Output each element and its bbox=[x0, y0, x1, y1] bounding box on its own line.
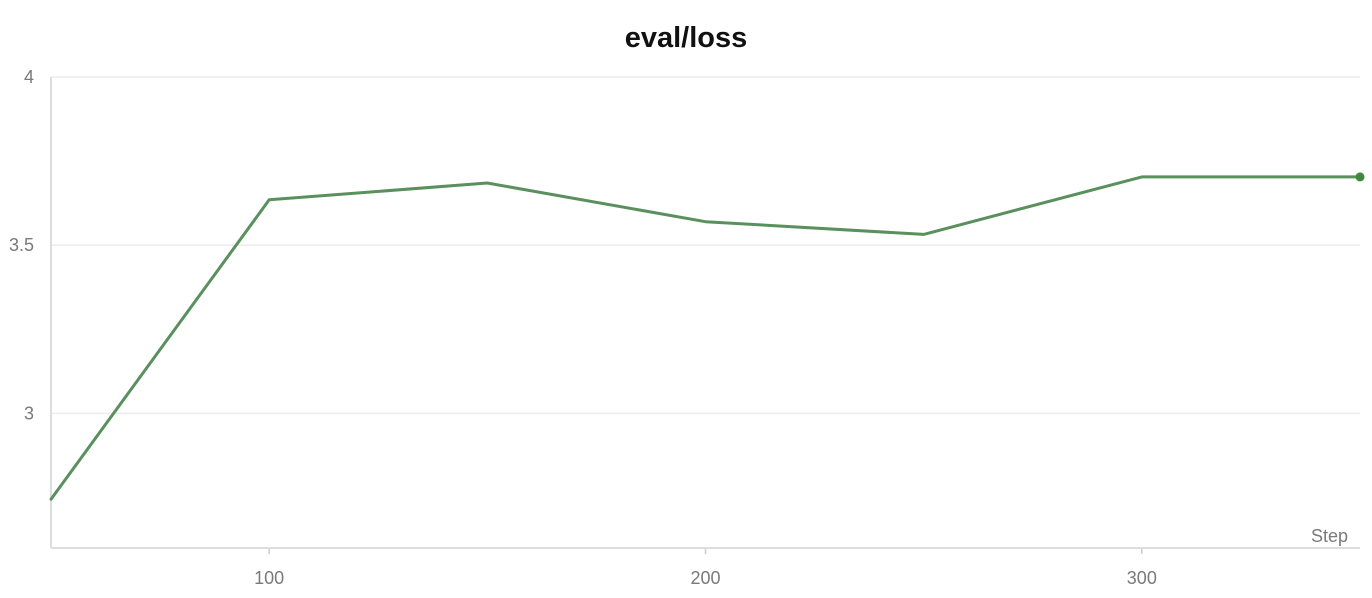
y-tick-label: 4 bbox=[24, 67, 34, 87]
series-lines bbox=[49, 172, 1365, 501]
grid-lines bbox=[51, 76, 1360, 415]
y-tick-label: 3.5 bbox=[9, 235, 34, 255]
x-tick-label: 300 bbox=[1127, 568, 1157, 588]
axes bbox=[50, 77, 1360, 554]
tick-labels: 3 3.5 4 100 200 300 bbox=[9, 67, 1157, 588]
x-tick-label: 100 bbox=[254, 568, 284, 588]
series-end-point bbox=[1355, 172, 1365, 182]
x-axis-label: Step bbox=[1311, 526, 1348, 546]
chart-title: eval/loss bbox=[624, 22, 748, 54]
x-tick-label: 200 bbox=[690, 568, 720, 588]
series-line bbox=[49, 175, 1362, 501]
y-tick-label: 3 bbox=[24, 403, 34, 423]
